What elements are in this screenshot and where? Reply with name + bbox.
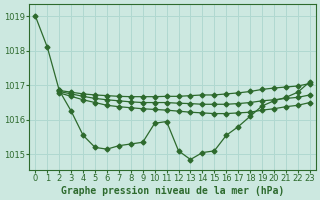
X-axis label: Graphe pression niveau de la mer (hPa): Graphe pression niveau de la mer (hPa)	[61, 186, 284, 196]
